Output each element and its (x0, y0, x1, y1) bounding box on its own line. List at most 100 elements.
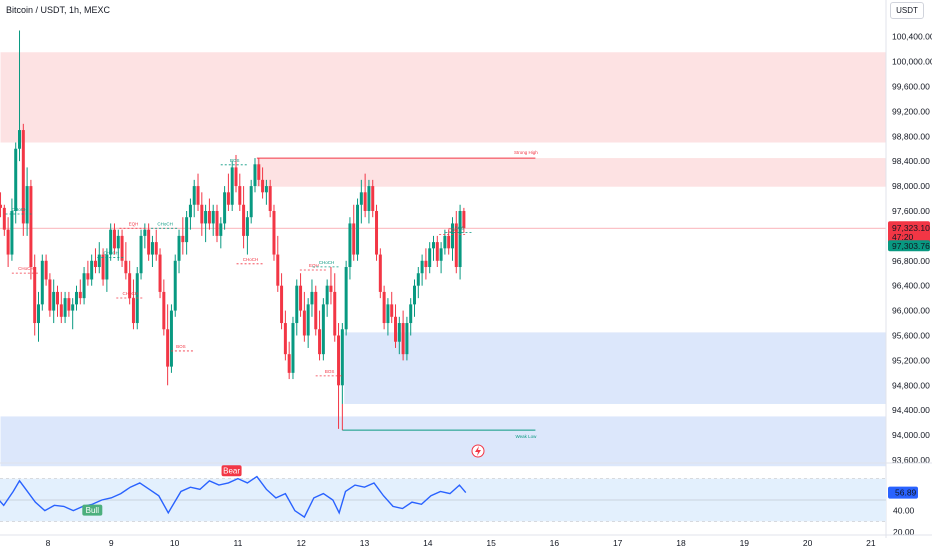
price-tick-label: 100,000.00 (892, 57, 932, 67)
time-tick-label: 12 (296, 538, 306, 548)
demand-zone (344, 332, 886, 404)
candle-body (116, 235, 120, 249)
candle-body (82, 273, 86, 299)
supply-zone (0, 52, 886, 143)
candle-body (120, 235, 124, 261)
rsi-marker-box (82, 504, 103, 516)
candle-body (219, 223, 223, 236)
candle-body (101, 254, 105, 280)
candle-body (314, 291, 318, 330)
candle-body (439, 248, 443, 261)
price-tick-label: 98,000.00 (892, 181, 930, 191)
candle-body (447, 235, 451, 249)
time-tick-label: 17 (613, 538, 623, 548)
candle-body (177, 235, 181, 261)
candle-body (131, 298, 135, 324)
candle-body (67, 298, 71, 311)
candle-body (14, 148, 18, 211)
candle-body (204, 210, 208, 224)
price-tick-label: 96,000.00 (892, 306, 930, 316)
candle-body (124, 260, 128, 274)
candle-body (86, 273, 90, 280)
rsi-value-label: 56.89 (895, 488, 917, 498)
currency-button[interactable]: USDT (890, 2, 924, 19)
structure-label: EQH (129, 221, 139, 226)
candle-body (154, 242, 158, 255)
candle-body (211, 210, 215, 224)
candle-body (261, 179, 265, 193)
rsi-marker: Bear (221, 465, 242, 477)
candle-body (397, 323, 401, 342)
candle-body (143, 229, 147, 236)
candle-body (283, 323, 287, 355)
candle-body (416, 273, 420, 286)
candle-body (223, 192, 227, 224)
candle-body (431, 242, 435, 249)
current-price-label: 97,323.10 (892, 223, 930, 233)
supply-zone (256, 158, 886, 187)
candle-body (162, 291, 166, 330)
candle-body (18, 130, 22, 149)
candle-body (257, 164, 261, 180)
candle-body (74, 291, 78, 305)
time-tick-label: 9 (109, 538, 114, 548)
candle-body (139, 235, 143, 274)
candle-body (359, 192, 363, 205)
rsi-marker-box (221, 465, 242, 477)
candle-body (249, 186, 253, 218)
candle-body (52, 291, 56, 311)
candle-body (192, 186, 196, 205)
time-tick-label: 20 (803, 538, 813, 548)
structure-label: CHoCH (123, 291, 139, 296)
candle-body (291, 323, 295, 373)
price-tick-label: 99,600.00 (892, 81, 930, 91)
price-tick-label: 99,200.00 (892, 106, 930, 116)
price-tick-label: 94,000.00 (892, 430, 930, 440)
candle-body (337, 335, 341, 386)
candle-body (454, 223, 458, 268)
candle-body (363, 192, 367, 211)
candle-body (71, 304, 75, 311)
candle-body (169, 310, 173, 367)
candle-body (378, 254, 382, 292)
candle-body (109, 229, 113, 255)
candle-body (367, 186, 371, 211)
candle-body (302, 310, 306, 336)
demand-zone (0, 416, 886, 467)
second-price-tag (888, 240, 930, 252)
candle-body (63, 298, 67, 317)
candle-body (318, 329, 322, 355)
price-tick-label: 96,400.00 (892, 281, 930, 291)
rsi-marker-label: Bear (223, 467, 240, 476)
candle-body (242, 204, 246, 236)
time-tick-label: 21 (866, 538, 876, 548)
candle-body (112, 229, 116, 249)
candle-body (321, 304, 325, 355)
candle-body (462, 210, 466, 229)
candle-body (90, 260, 94, 280)
candle-body (299, 285, 303, 311)
candle-body (348, 223, 352, 268)
price-tick-label: 96,800.00 (892, 256, 930, 266)
time-tick-label: 8 (46, 538, 51, 548)
price-tick-label: 94,800.00 (892, 380, 930, 390)
candle-body (238, 186, 242, 205)
structure-label: EQH (309, 263, 319, 268)
candle-body (2, 207, 6, 230)
time-tick-label: 10 (170, 538, 180, 548)
symbol-title[interactable]: Bitcoin / USDT, 1h, MEXC (6, 5, 111, 15)
candle-body (207, 210, 211, 224)
second-price-label: 97,303.76 (892, 241, 930, 251)
candle-body (424, 260, 428, 268)
candle-body (150, 242, 154, 255)
candle-body (21, 130, 25, 224)
price-tick-label: 93,600.00 (892, 455, 930, 465)
candle-body (450, 223, 454, 249)
candle-body (435, 242, 439, 261)
candle-body (413, 285, 417, 305)
candle-body (158, 254, 162, 292)
candle-body (344, 267, 348, 330)
candle-body (276, 254, 280, 286)
